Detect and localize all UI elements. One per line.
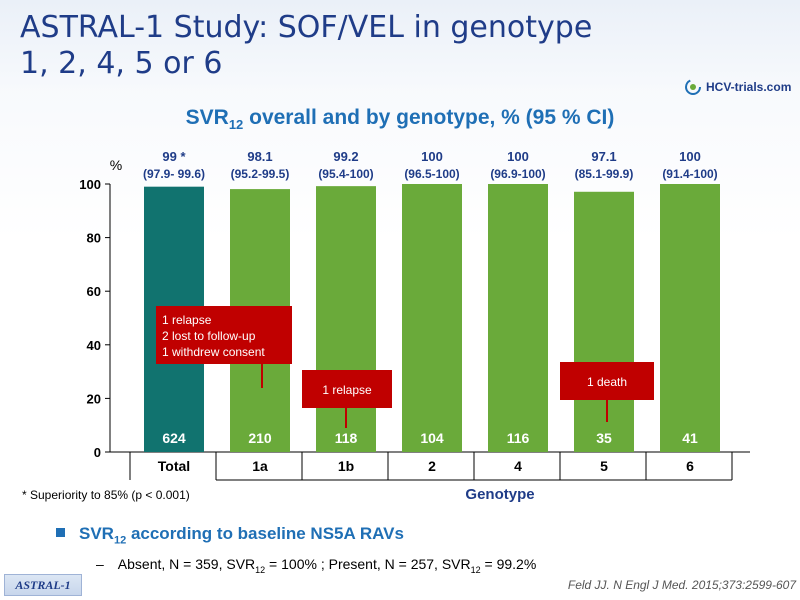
bar-5 xyxy=(574,191,634,452)
ci-label: (97.9- 99.6) xyxy=(143,167,205,181)
n-label: 118 xyxy=(335,430,358,446)
x-tick-label: 5 xyxy=(600,458,608,474)
slide-title-line1: ASTRAL-1 Study: SOF/VEL in genotype xyxy=(20,10,593,45)
x-axis-label: Genotype xyxy=(465,486,535,503)
title-band xyxy=(0,0,800,88)
y-tick-label: 100 xyxy=(79,177,101,192)
chart-title: SVR12 overall and by genotype, % (95 % C… xyxy=(185,106,615,133)
swirl-icon xyxy=(685,79,701,95)
callout-box-1b xyxy=(302,370,392,408)
ci-label: (96.9-100) xyxy=(490,167,545,181)
x-tick-label: 1b xyxy=(338,458,354,474)
x-tick-label: 1a xyxy=(252,458,268,474)
bar-2 xyxy=(402,184,462,452)
slide-title-line2: 1, 2, 4, 5 or 6 xyxy=(20,46,223,81)
value-label: 97.1 xyxy=(591,149,616,164)
x-tick-label: Total xyxy=(158,458,190,474)
y-tick-label: 60 xyxy=(87,284,101,299)
n-label: 210 xyxy=(248,430,272,446)
y-axis-label: % xyxy=(110,157,122,173)
y-tick-label: 40 xyxy=(87,338,101,353)
value-label: 98.1 xyxy=(247,149,272,164)
n-label: 624 xyxy=(162,430,186,446)
ci-label: (95.4-100) xyxy=(318,167,373,181)
callout-box-5 xyxy=(560,362,654,400)
ci-label: (91.4-100) xyxy=(662,167,717,181)
y-tick-label: 20 xyxy=(87,391,101,406)
logo-text: HCV-trials.com xyxy=(706,80,792,94)
callout-text: 1 relapse xyxy=(162,313,212,327)
value-label: 99 * xyxy=(162,149,186,164)
value-label: 100 xyxy=(679,149,701,164)
reference: Feld JJ. N Engl J Med. 2015;373:2599-607 xyxy=(567,578,796,592)
y-tick-label: 80 xyxy=(87,231,101,246)
callout-text: 1 relapse xyxy=(322,383,372,397)
callout-box-1a xyxy=(156,306,292,364)
ci-label: (95.2-99.5) xyxy=(231,167,290,181)
x-tick-label: 6 xyxy=(686,458,694,474)
value-label: 99.2 xyxy=(333,149,358,164)
hcv-trials-logo: HCV-trials.com xyxy=(684,76,796,98)
n-label: 116 xyxy=(507,430,530,446)
sub-bullet-results: – Absent, N = 359, SVR12 = 100% ; Present… xyxy=(96,556,537,575)
x-tick-label: 4 xyxy=(514,458,522,474)
callout-text: 1 withdrew consent xyxy=(162,345,265,359)
ci-label: (96.5-100) xyxy=(404,167,459,181)
study-tag: ASTRAL-1 xyxy=(4,574,82,596)
n-label: 41 xyxy=(682,430,698,446)
n-label: 104 xyxy=(420,430,444,446)
n-label: 35 xyxy=(596,430,612,446)
callout-text: 2 lost to follow-up xyxy=(162,329,256,343)
bullet-nsa-ravs: SVR12 according to baseline NS5A RAVs xyxy=(56,524,404,546)
value-label: 100 xyxy=(507,149,529,164)
ci-label: (85.1-99.9) xyxy=(575,167,634,181)
footnote: * Superiority to 85% (p < 0.001) xyxy=(22,488,190,502)
bar-4 xyxy=(488,184,548,452)
value-label: 100 xyxy=(421,149,443,164)
callout-text: 1 death xyxy=(587,375,627,389)
y-tick-label: 0 xyxy=(94,445,101,460)
square-bullet-icon xyxy=(56,528,65,537)
x-tick-label: 2 xyxy=(428,458,436,474)
bar-6 xyxy=(660,184,720,452)
